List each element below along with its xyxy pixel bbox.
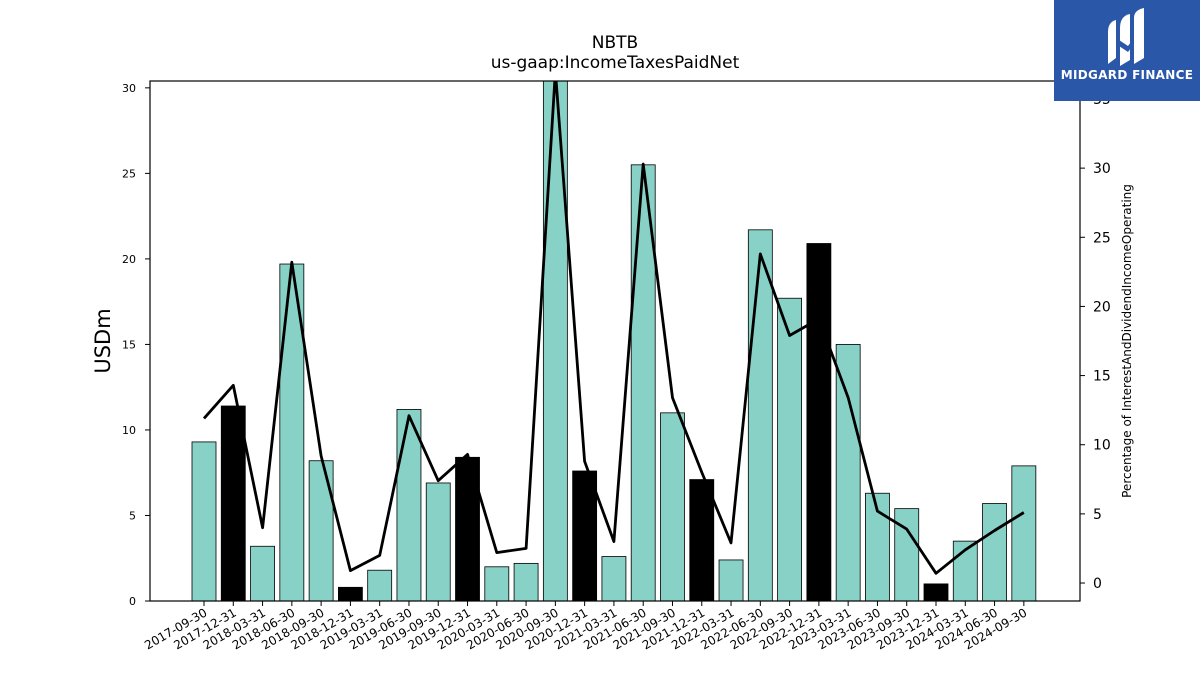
bar: [865, 492, 890, 602]
chart-subtitle: us-gaap:IncomeTaxesPaidNet: [491, 53, 740, 73]
bar: [601, 556, 627, 602]
chart-title: NBTB: [592, 33, 638, 53]
y-tick-label: 10: [122, 424, 136, 437]
bar: [718, 559, 744, 602]
bar: [250, 545, 275, 602]
bar: [337, 586, 363, 602]
series-line: [202, 81, 1025, 575]
y2-tick-label: 10: [1093, 438, 1111, 454]
bars-group: [191, 80, 1037, 602]
bar: [835, 344, 861, 602]
y2-tick-label: 5: [1093, 507, 1102, 523]
y-tick-label: 30: [122, 82, 136, 95]
bar: [982, 503, 1007, 602]
y2-tick-label: 20: [1093, 299, 1111, 315]
y2-tick-label: 15: [1093, 369, 1111, 385]
bar: [396, 409, 422, 602]
bar: [367, 569, 393, 602]
y-axis-label: USDm: [91, 308, 115, 373]
bar: [747, 229, 773, 602]
bar: [191, 441, 217, 602]
y-tick-label: 20: [122, 253, 136, 266]
bar: [923, 583, 949, 602]
y-tick-label: 15: [122, 338, 136, 351]
logo-text: MIDGARD FINANCE: [1060, 68, 1194, 82]
midgard-logo-icon: [1108, 8, 1144, 66]
bar: [1011, 465, 1037, 602]
y2-axis-label: Percentage of InterestAndDividendIncomeO…: [1120, 184, 1134, 498]
bar: [220, 405, 246, 602]
bar: [806, 243, 832, 602]
y-tick-label: 25: [122, 167, 136, 180]
y2-tick-label: 0: [1093, 576, 1102, 592]
bar: [660, 412, 685, 602]
bar: [425, 482, 451, 602]
bar: [308, 460, 334, 602]
y2-tick-label: 25: [1093, 230, 1111, 246]
y2-tick-label: 30: [1093, 161, 1111, 177]
plot-frame: [149, 80, 1081, 602]
bar: [689, 479, 715, 602]
bar: [777, 297, 802, 602]
y-tick-label: 5: [129, 509, 136, 522]
y-tick-label: 0: [129, 595, 136, 608]
brand-logo: MIDGARD FINANCE: [1054, 0, 1200, 101]
line-group: [202, 81, 1025, 575]
bar: [572, 470, 598, 602]
bar: [484, 566, 510, 602]
bar: [513, 562, 539, 602]
bar: [542, 80, 568, 602]
